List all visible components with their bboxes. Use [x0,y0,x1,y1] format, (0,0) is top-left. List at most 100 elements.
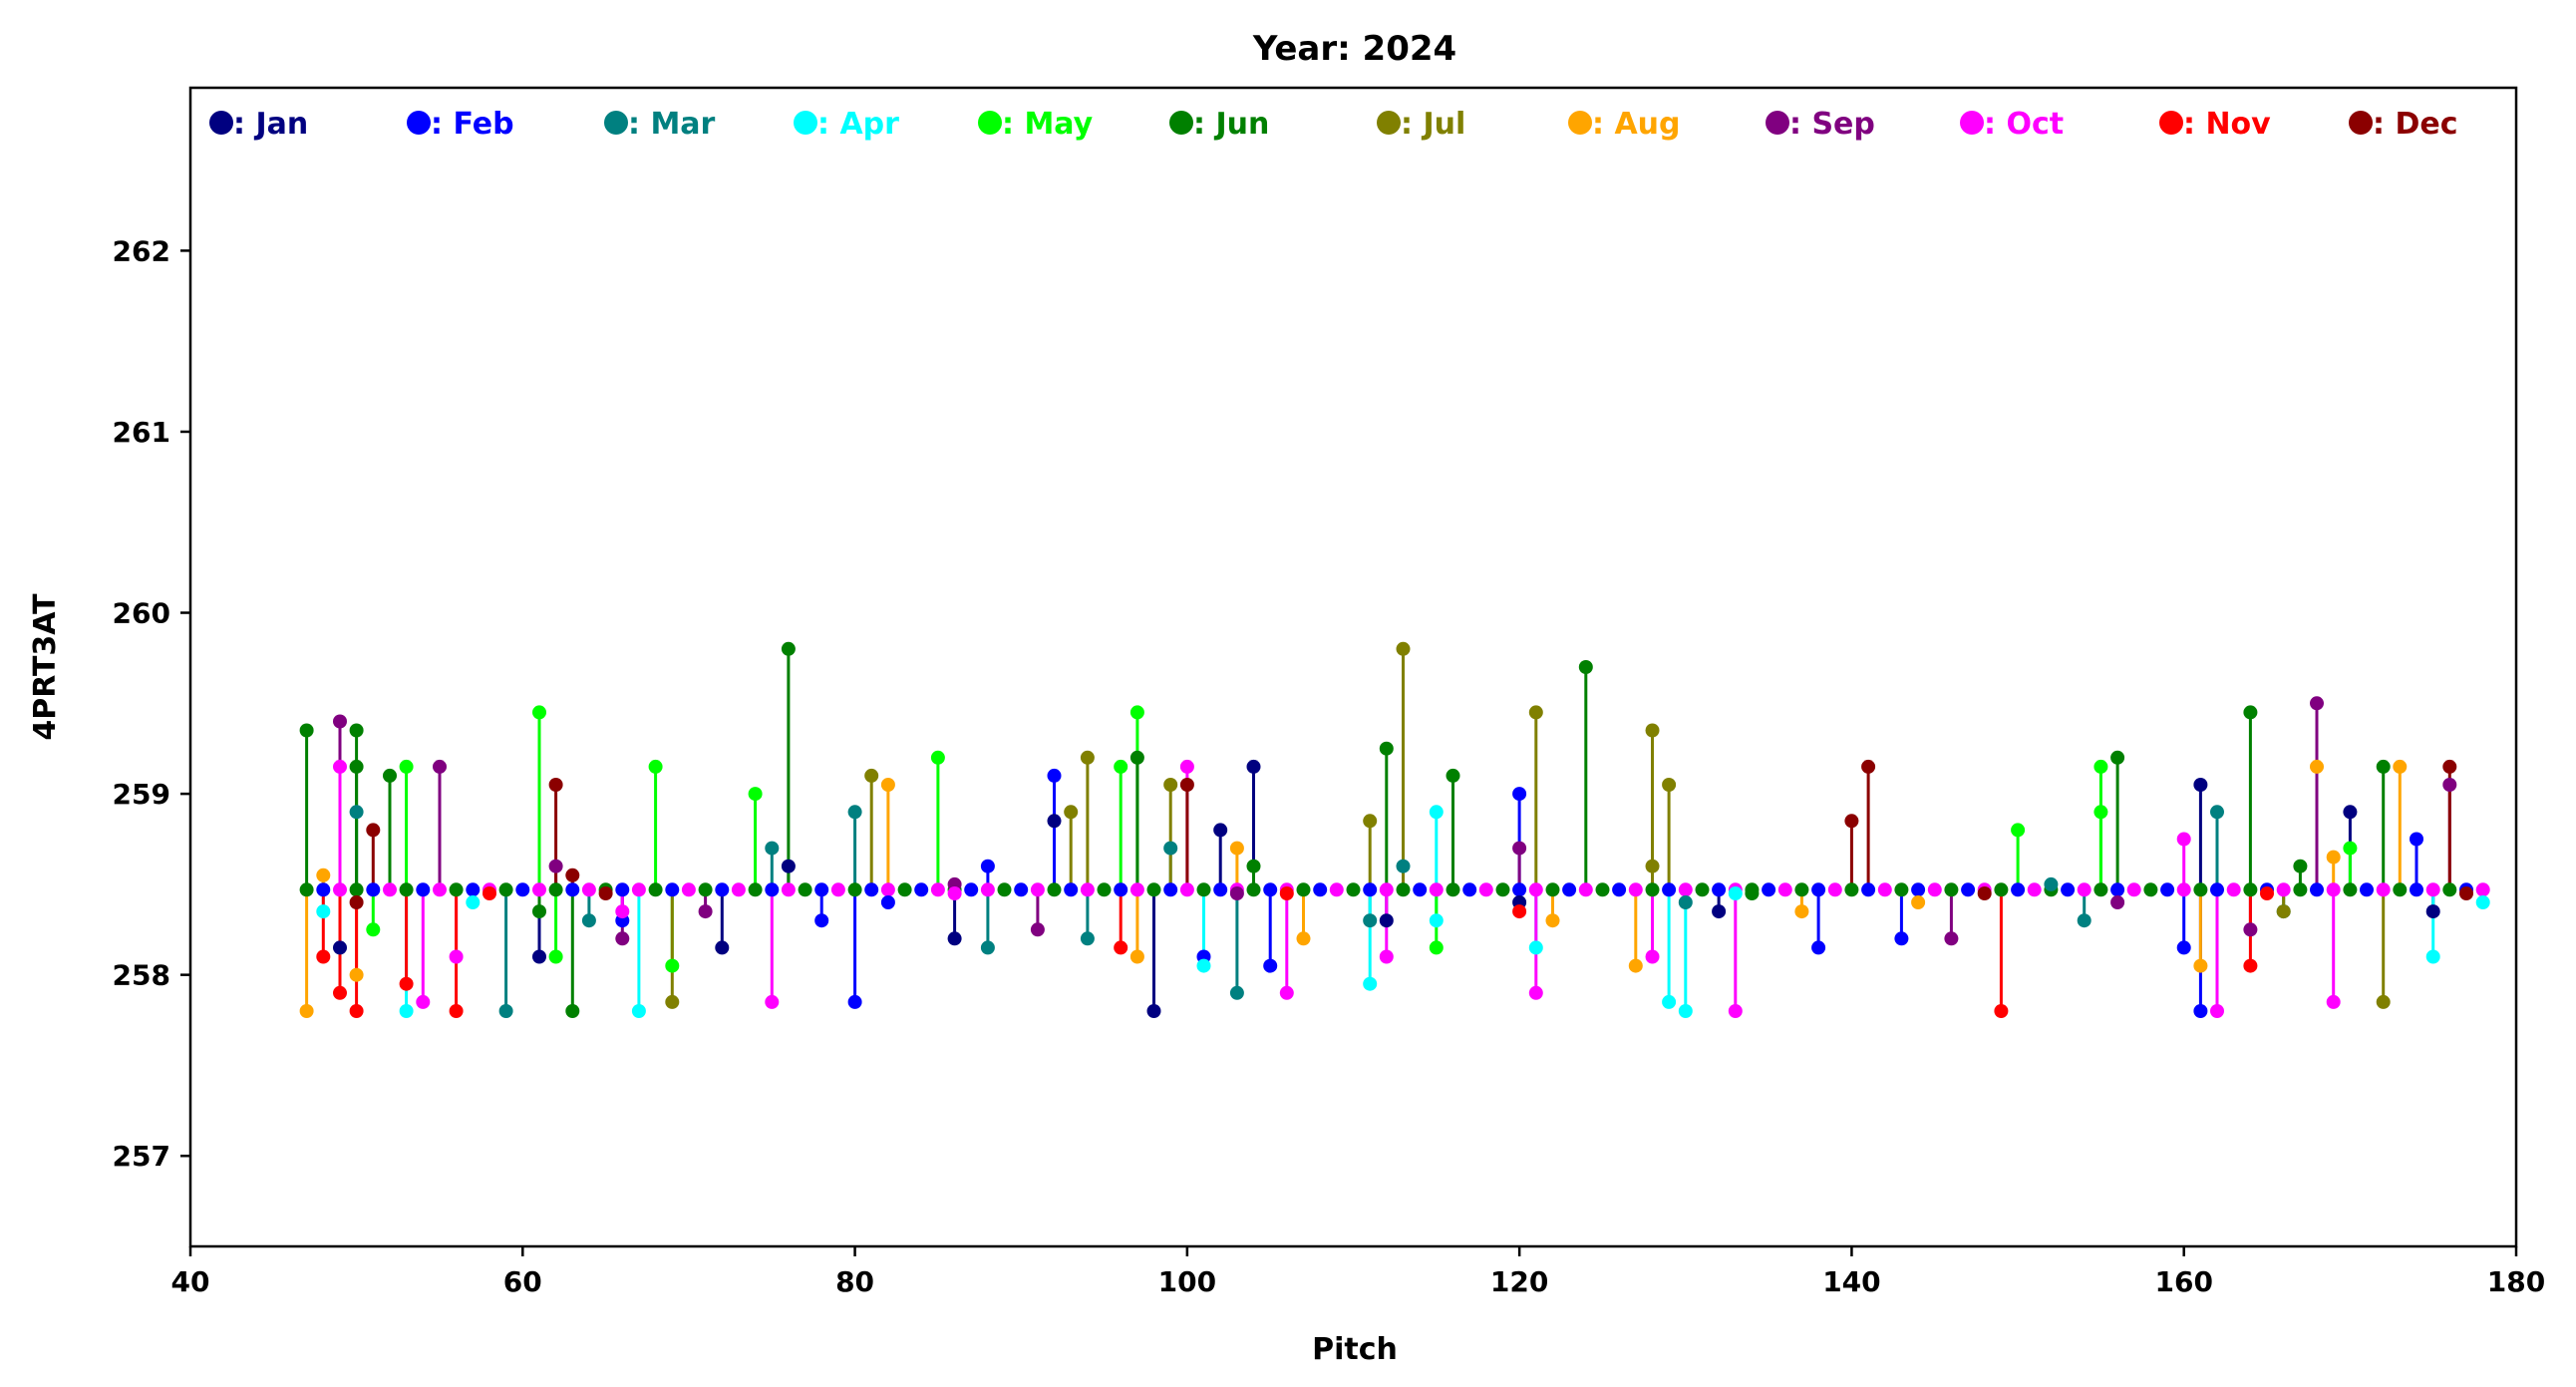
base-point [864,882,879,897]
base-point [1595,882,1610,897]
base-point [1562,882,1577,897]
point-dec [1977,886,1992,900]
point-feb [980,859,995,873]
point-dec [2459,886,2473,900]
base-point [2376,882,2391,897]
point-jan [1213,823,1228,838]
x-tick-label: 160 [2154,1265,2212,1298]
base-point [1645,882,1660,897]
legend-label: : Jul [1401,107,1465,142]
point-mar [581,913,596,928]
legend-label: : Feb [431,107,514,142]
point-mar [1396,859,1411,873]
legend-item: : Oct [1960,107,2064,142]
x-tick-label: 180 [2487,1265,2545,1298]
point-dec [349,895,364,909]
point-feb [1263,958,1278,973]
point-oct [1179,759,1194,774]
x-tick-label: 140 [1822,1265,1880,1298]
base-point [2276,882,2291,897]
point-jul [1396,641,1411,656]
point-jun [383,768,397,783]
legend-item: : Sep [1766,107,1875,142]
legend-item: : Jul [1377,107,1465,142]
legend-marker [2349,111,2373,135]
point-jul [1080,750,1095,765]
legend-label: : Apr [817,107,899,142]
base-point [1163,882,1178,897]
point-aug [1628,958,1643,973]
point-aug [2310,759,2324,774]
point-jul [1528,705,1543,720]
point-jan [1246,759,1261,774]
point-nov [333,985,347,1000]
point-mar [2044,876,2059,891]
legend-item: : Jan [209,107,308,142]
base-point [2160,882,2175,897]
point-sep [433,759,447,774]
point-may [1129,705,1144,720]
point-apr [1528,940,1543,955]
point-nov [1114,940,1128,955]
point-jan [947,931,962,946]
base-point [1827,882,1842,897]
point-nov [2243,958,2258,973]
base-point [1429,882,1444,897]
point-may [1114,759,1128,774]
point-aug [2193,958,2208,973]
base-point [1578,882,1593,897]
point-nov [2260,886,2274,900]
point-jun [2243,705,2258,720]
base-point [1047,882,1062,897]
point-may [548,949,563,964]
base-point [1129,882,1144,897]
point-apr [1728,886,1743,900]
legend-marker [1568,111,1592,135]
point-oct [2176,832,2191,847]
point-jan [715,940,730,955]
point-oct [765,994,780,1009]
base-point [316,882,331,897]
base-point [1628,882,1643,897]
legend-label: : Oct [1984,107,2064,142]
point-jan [1379,913,1394,928]
base-point [1794,882,1809,897]
base-point [1478,882,1493,897]
point-apr [1429,805,1444,820]
base-point [2243,882,2258,897]
y-tick-label: 261 [113,416,170,449]
point-aug [1911,895,1926,909]
base-point [2176,882,2191,897]
point-may [2011,823,2026,838]
base-point [1944,882,1959,897]
base-point [1363,882,1378,897]
point-nov [483,886,496,900]
base-point [1528,882,1543,897]
base-point [581,882,596,897]
point-mar [980,940,995,955]
base-point [548,882,563,897]
base-point [2110,882,2125,897]
point-jul [1645,723,1660,738]
y-tick-label: 257 [113,1140,170,1173]
point-sep [548,859,563,873]
point-may [2343,841,2358,856]
point-jul [2376,994,2391,1009]
base-point [416,882,431,897]
point-nov [349,1004,364,1018]
legend-marker [407,111,431,135]
base-point [665,882,680,897]
point-jun [781,641,796,656]
legend-item: : Aug [1568,107,1681,142]
legend-label: : Dec [2373,107,2457,142]
point-aug [1229,841,1244,856]
point-may [930,750,945,765]
point-may [1429,940,1444,955]
point-aug [1129,949,1144,964]
point-feb [1047,768,1062,783]
point-nov [399,976,414,991]
point-sep [2442,778,2457,792]
point-oct [2326,994,2341,1009]
point-oct [2210,1004,2224,1018]
point-may [366,922,381,937]
